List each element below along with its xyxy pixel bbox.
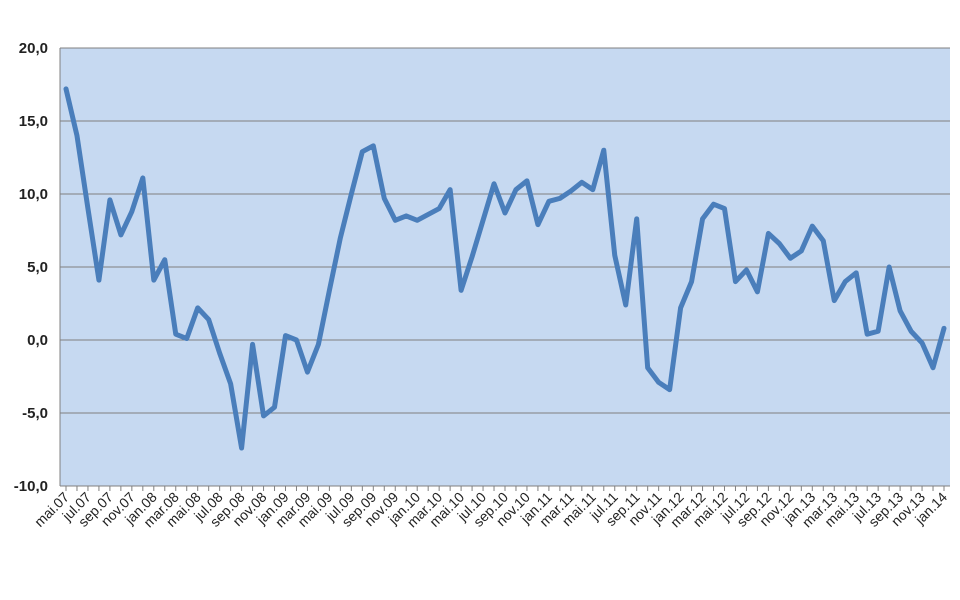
- y-tick-label: -5,0: [22, 405, 48, 422]
- y-tick-label: -10,0: [14, 478, 48, 495]
- y-tick-label: 0,0: [27, 332, 48, 349]
- y-tick-label: 10,0: [19, 186, 48, 203]
- y-tick-label: 20,0: [19, 40, 48, 57]
- series-group: [63, 86, 947, 451]
- y-axis-tick-labels: 20,0 15,0 10,0 5,0 0,0 -5,0 -10,0: [14, 40, 48, 495]
- x-axis: [59, 48, 950, 491]
- x-axis-tick-labels: mai.07jul.07sep.07nov.07jan.08mar.08mai.…: [31, 489, 950, 531]
- y-tick-label: 5,0: [27, 259, 48, 276]
- y-tick-label: 15,0: [19, 113, 48, 130]
- series-line: [63, 86, 947, 451]
